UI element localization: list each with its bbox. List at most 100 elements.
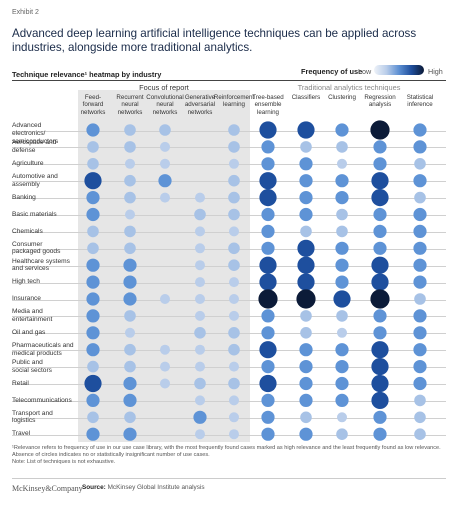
legend-low-label: Low bbox=[358, 67, 372, 76]
row-label: Chemicals bbox=[12, 227, 43, 235]
legend-label: Frequency of use bbox=[301, 67, 363, 76]
heatmap-cell bbox=[335, 393, 349, 407]
heatmap-cell bbox=[335, 343, 349, 357]
heatmap-cell bbox=[228, 141, 240, 153]
heatmap-cell bbox=[300, 411, 312, 424]
heatmap-cell bbox=[259, 341, 277, 359]
row-line bbox=[12, 164, 446, 166]
heatmap-cell bbox=[228, 242, 240, 255]
heatmap-cell bbox=[299, 191, 313, 205]
heatmap-cell bbox=[299, 207, 313, 222]
heatmap-cell bbox=[373, 427, 387, 441]
heatmap-cell bbox=[87, 360, 99, 373]
heatmap-cell bbox=[335, 376, 349, 391]
heatmap-cell bbox=[87, 158, 99, 170]
heatmap-cell bbox=[413, 258, 427, 272]
heatmap-cell bbox=[413, 174, 427, 188]
heatmap-cell bbox=[371, 273, 389, 291]
row-label: Advanced electronics/semiconductors bbox=[12, 122, 59, 145]
heatmap-cell bbox=[124, 343, 136, 356]
heatmap-cell bbox=[373, 157, 387, 171]
heatmap-cell bbox=[228, 327, 240, 339]
heatmap-cell bbox=[86, 427, 100, 441]
heatmap-cell bbox=[371, 341, 389, 359]
heatmap-cell bbox=[261, 427, 275, 441]
heatmap-cell bbox=[86, 343, 100, 357]
column-header: Tree-based ensemble learning bbox=[252, 94, 284, 116]
heatmap-cell bbox=[336, 141, 348, 153]
heatmap-cell bbox=[371, 172, 389, 190]
heatmap-cell bbox=[371, 391, 389, 409]
heatmap-cell bbox=[86, 275, 100, 289]
heatmap-cell bbox=[335, 241, 349, 255]
heatmap-cell bbox=[413, 360, 427, 374]
row-label: Telecommunications bbox=[12, 396, 72, 404]
row-label: Healthcare systems and services bbox=[12, 257, 70, 273]
heatmap-cell bbox=[373, 326, 387, 340]
heatmap-cell bbox=[299, 343, 313, 357]
heatmap-cell bbox=[371, 374, 389, 393]
column-header: Recurrent neural networks bbox=[116, 94, 144, 116]
heatmap-cell bbox=[125, 209, 135, 220]
heatmap-cell bbox=[86, 207, 100, 222]
heatmap-cell bbox=[124, 242, 136, 255]
heatmap-cell bbox=[158, 174, 172, 188]
heatmap-cell bbox=[333, 290, 351, 308]
heatmap-cell bbox=[87, 141, 99, 153]
row-label: Insurance bbox=[12, 295, 41, 303]
heatmap-cell bbox=[299, 157, 313, 171]
heatmap-cell bbox=[414, 428, 426, 441]
heatmap-cell bbox=[87, 242, 99, 255]
heatmap-cell bbox=[335, 275, 349, 289]
heatmap-cell bbox=[300, 225, 312, 238]
heatmap-cell bbox=[373, 309, 387, 323]
heatmap-cell bbox=[123, 275, 137, 289]
heatmap-cell bbox=[335, 191, 349, 205]
source-text: McKinsey Global Institute analysis bbox=[107, 484, 205, 491]
heatmap-cell bbox=[335, 258, 349, 272]
heatmap-cell bbox=[261, 393, 275, 407]
heatmap-cell bbox=[86, 258, 100, 272]
heatmap-cell bbox=[159, 124, 171, 136]
heatmap-cell bbox=[160, 141, 170, 152]
heatmap-cell bbox=[195, 429, 205, 440]
heatmap-cell bbox=[228, 124, 240, 136]
heatmap-cell bbox=[299, 174, 313, 188]
heatmap-cell bbox=[297, 273, 315, 291]
heatmap-cell bbox=[160, 294, 170, 304]
heatmap-cell bbox=[123, 258, 137, 272]
row-label: Transport and logistics bbox=[12, 409, 53, 425]
heatmap-cell bbox=[373, 140, 387, 154]
heatmap-cell bbox=[228, 259, 240, 272]
column-header: Generative adversarial networks bbox=[184, 94, 216, 116]
heatmap-cell bbox=[228, 174, 240, 187]
heatmap-cell bbox=[228, 191, 240, 204]
heatmap-cell bbox=[84, 172, 102, 190]
heatmap-cell bbox=[413, 343, 427, 357]
heatmap-cell bbox=[195, 192, 205, 203]
heatmap-cell bbox=[261, 140, 275, 154]
heatmap-cell bbox=[373, 410, 387, 424]
heatmap-cell bbox=[261, 410, 275, 424]
heatmap-cell bbox=[261, 241, 275, 255]
heatmap-cell bbox=[373, 207, 387, 222]
heatmap-cell bbox=[160, 378, 170, 389]
chart-subtitle: Technique relevance¹ heatmap by industry bbox=[12, 70, 162, 79]
column-header: Statistical inference bbox=[406, 94, 434, 109]
heatmap-cell bbox=[195, 361, 205, 372]
heatmap-cell bbox=[413, 326, 427, 340]
row-line bbox=[12, 417, 446, 419]
heatmap-cell bbox=[259, 256, 277, 274]
row-label: Pharmaceuticals and medical products bbox=[12, 342, 74, 357]
heatmap-cell bbox=[229, 158, 239, 169]
heatmap-cell bbox=[124, 174, 136, 187]
heatmap-cell bbox=[124, 360, 136, 373]
heatmap-cell bbox=[160, 192, 170, 203]
heatmap-cell bbox=[229, 395, 239, 406]
heatmap-cell bbox=[123, 427, 137, 441]
heatmap-cell bbox=[371, 358, 389, 376]
heatmap-cell bbox=[195, 226, 205, 237]
heatmap-cell bbox=[299, 376, 313, 391]
heatmap-cell bbox=[300, 310, 312, 322]
heatmap-cell bbox=[335, 123, 349, 137]
